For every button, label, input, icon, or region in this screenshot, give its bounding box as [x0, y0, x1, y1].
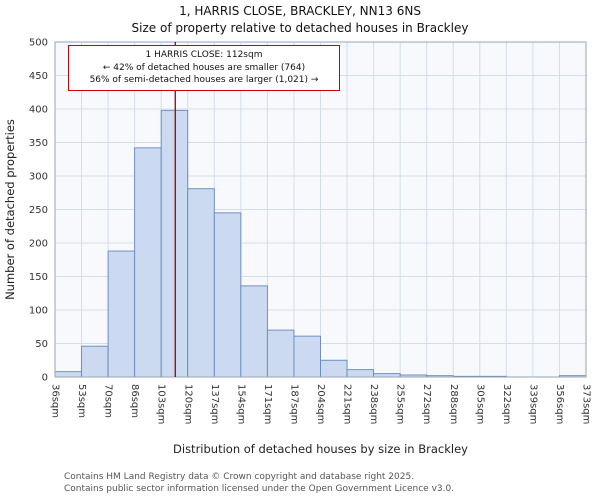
histogram-bar — [107, 250, 136, 378]
x-tick-label: 187sqm — [288, 384, 299, 424]
histogram-bar — [346, 369, 375, 378]
histogram-bar — [320, 359, 348, 378]
footer-line-1: Contains HM Land Registry data © Crown c… — [64, 472, 415, 482]
y-tick-label: 450 — [29, 71, 48, 82]
histogram-bar — [213, 212, 242, 378]
histogram-bar — [134, 147, 162, 378]
x-tick-label: 137sqm — [209, 384, 220, 424]
y-tick-label: 350 — [29, 138, 48, 149]
histogram-bar — [54, 371, 82, 378]
annotation-line-larger: 56% of semi-detached houses are larger (… — [89, 75, 319, 86]
y-tick-label: 500 — [29, 38, 48, 49]
y-tick-label: 0 — [42, 373, 48, 384]
x-tick-label: 288sqm — [448, 384, 459, 424]
x-tick-label: 238sqm — [368, 384, 379, 424]
x-tick-label: 373sqm — [581, 384, 592, 424]
histogram-bar — [187, 188, 215, 378]
x-tick-label: 221sqm — [342, 384, 353, 424]
histogram-bar — [81, 345, 109, 378]
x-tick-label: 103sqm — [156, 384, 167, 424]
y-axis-title: Number of detached properties — [3, 119, 17, 300]
x-tick-label: 322sqm — [501, 384, 512, 424]
chart-title: 1, HARRIS CLOSE, BRACKLEY, NN13 6NS — [179, 4, 421, 18]
x-tick-label: 120sqm — [182, 384, 193, 424]
x-tick-label: 272sqm — [421, 384, 432, 424]
annotation-box: 1 HARRIS CLOSE: 112sqm ← 42% of detached… — [68, 45, 340, 91]
y-tick-label: 50 — [35, 339, 48, 350]
annotation-line-property: 1 HARRIS CLOSE: 112sqm — [145, 50, 263, 60]
x-tick-label: 70sqm — [103, 384, 114, 418]
histogram-bar — [160, 109, 189, 378]
y-tick-label: 400 — [29, 105, 48, 116]
footer-line-2: Contains public sector information licen… — [64, 483, 455, 494]
annotation-line-smaller: ← 42% of detached houses are smaller (76… — [102, 62, 306, 73]
histogram-bar — [240, 285, 268, 378]
x-tick-label: 53sqm — [76, 384, 87, 418]
y-tick-label: 100 — [29, 306, 48, 317]
x-tick-label: 204sqm — [315, 384, 326, 424]
x-tick-label: 356sqm — [554, 384, 565, 424]
footer: Contains HM Land Registry data © Crown c… — [64, 472, 592, 495]
x-tick-label: 171sqm — [262, 384, 273, 424]
chart-subtitle: Size of property relative to detached ho… — [131, 21, 469, 35]
x-axis-title: Distribution of detached houses by size … — [173, 442, 468, 456]
x-tick-label: 154sqm — [235, 384, 246, 424]
x-tick-label: 305sqm — [474, 384, 485, 424]
y-tick-label: 200 — [29, 239, 48, 250]
x-tick-label: 86sqm — [129, 384, 140, 418]
plot-border — [54, 41, 587, 378]
x-tick-label: 339sqm — [527, 384, 538, 424]
y-tick-label: 300 — [29, 172, 48, 183]
x-tick-label: 255sqm — [395, 384, 406, 424]
histogram-bar — [373, 373, 401, 378]
histogram-bar — [293, 335, 321, 378]
x-tick-label: 36sqm — [50, 384, 61, 418]
y-tick-label: 150 — [29, 272, 48, 283]
y-tick-label: 250 — [29, 205, 48, 216]
histogram-bar — [266, 329, 295, 378]
